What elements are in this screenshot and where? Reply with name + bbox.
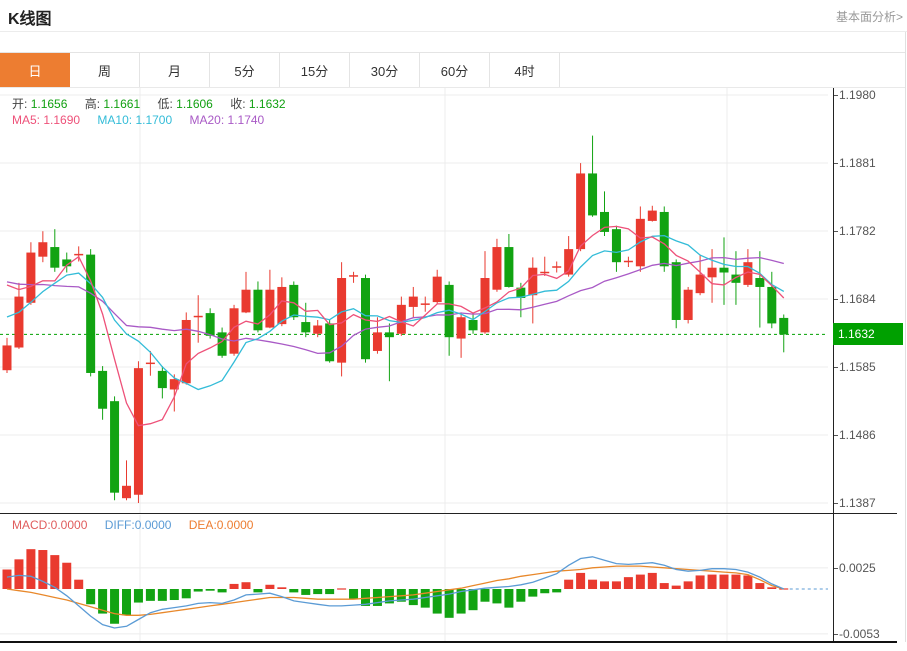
price-axis-label: 1.1684 (839, 292, 876, 306)
tab-5min[interactable]: 5分 (210, 53, 280, 87)
diff-value: DIFF:0.0000 (104, 518, 172, 532)
price-axis-label-tick (834, 95, 838, 96)
macd-chart[interactable] (0, 515, 828, 641)
low-label: 低: (157, 97, 173, 111)
price-axis-label-tick (834, 163, 838, 164)
macd-axis-label: 0.0025 (839, 560, 876, 575)
open-value: 1.1656 (30, 97, 68, 111)
price-axis-label: 1.1585 (839, 360, 876, 374)
macd-bottom-border (0, 641, 897, 643)
price-axis-label: 1.1782 (839, 224, 876, 238)
close-value: 1.1632 (248, 97, 286, 111)
ma5-readout: MA5: 1.1690 (12, 113, 81, 127)
price-axis-label: 1.1387 (839, 496, 876, 510)
tab-4hour[interactable]: 4时 (490, 53, 560, 87)
macd-axis-label: -0.0053 (839, 626, 880, 641)
macd-axis-label-tick (834, 567, 838, 569)
tab-30min[interactable]: 30分 (350, 53, 420, 87)
open-label: 开: (12, 97, 28, 111)
macd-readout: MACD:0.0000 DIFF:0.0000 DEA:0.0000 (12, 518, 253, 532)
tab-60min[interactable]: 60分 (420, 53, 490, 87)
candlestick-chart[interactable] (0, 88, 828, 513)
ohlc-readout: 开: 1.1656 高: 1.1661 低: 1.1606 收: 1.1632 (12, 95, 300, 112)
macd-axis-label-tick (834, 633, 838, 635)
ma-readout: MA5: 1.1690 MA10: 1.1700 MA20: 1.1740 (12, 113, 264, 127)
page-title: K线图 (8, 11, 52, 28)
price-axis-label-tick (834, 231, 838, 232)
price-axis-label-tick (834, 503, 838, 504)
price-axis-label-tick (834, 367, 838, 368)
ma10-readout: MA10: 1.1700 (97, 113, 173, 127)
close-label: 收: (230, 97, 246, 111)
price-axis-label: 1.1486 (839, 428, 876, 442)
macd-value: MACD:0.0000 (12, 518, 88, 532)
header-divider (0, 31, 907, 32)
dea-value: DEA:0.0000 (188, 518, 254, 532)
low-value: 1.1606 (176, 97, 213, 111)
high-label: 高: (84, 97, 101, 111)
page-right-border (905, 32, 906, 642)
tab-day[interactable]: 日 (0, 53, 70, 87)
tab-month[interactable]: 月 (140, 53, 210, 87)
interval-tabbar: 日 周 月 5分 15分 30分 60分 4时 (0, 52, 905, 88)
price-axis-label: 1.1881 (839, 156, 876, 170)
price-axis-label-tick (834, 299, 838, 300)
current-price-badge: 1.1632 (833, 323, 903, 346)
tab-week[interactable]: 周 (70, 53, 140, 87)
price-axis-label-tick (834, 435, 838, 436)
main-chart-bottom-border (0, 513, 897, 514)
tab-15min[interactable]: 15分 (280, 53, 350, 87)
fundamental-analysis-link[interactable]: 基本面分析> (835, 10, 903, 24)
price-axis-line (833, 88, 834, 641)
price-axis-label: 1.1980 (839, 88, 876, 102)
ma20-readout: MA20: 1.1740 (189, 113, 265, 127)
high-value: 1.1661 (103, 97, 141, 111)
